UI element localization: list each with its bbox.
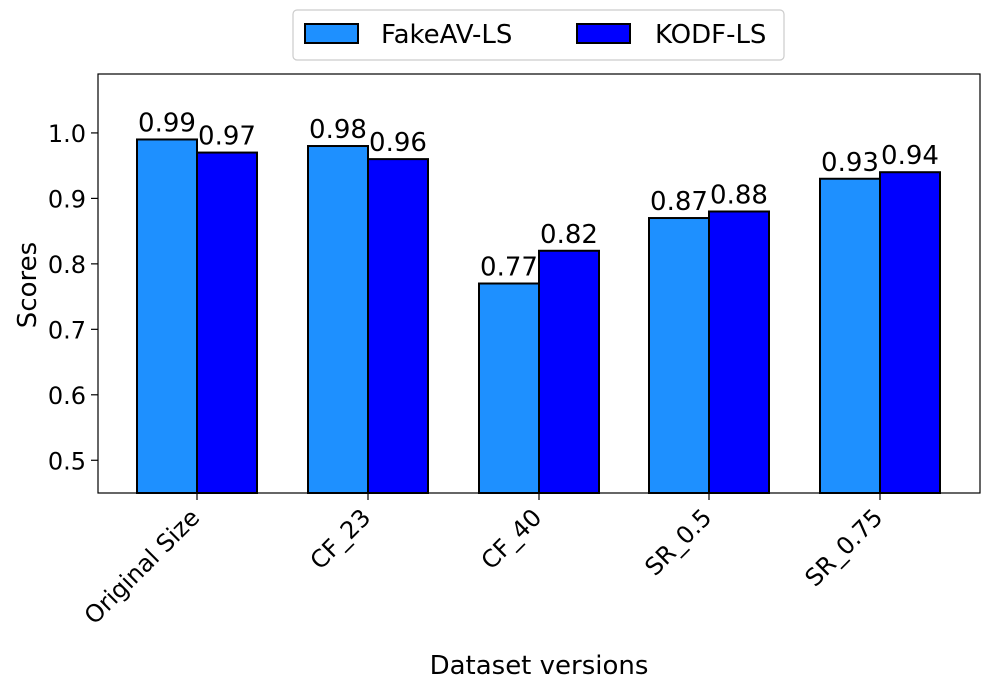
bar-fakeav-ls-cf-23 xyxy=(307,145,369,494)
data-label-kodf-ls-1: 0.96 xyxy=(369,128,427,158)
legend-label-kodf-ls: KODF-LS xyxy=(655,20,766,50)
x-axis-title: Dataset versions xyxy=(430,651,649,681)
data-label-kodf-ls-3: 0.88 xyxy=(710,180,768,210)
data-label-fakeav-ls-2: 0.77 xyxy=(480,253,538,283)
bar-fakeav-ls-original-size xyxy=(136,138,198,494)
bar-kodf-ls-sr-0-75 xyxy=(879,171,941,494)
y-tick-label: 0.8 xyxy=(48,251,86,279)
bar-fakeav-ls-sr-0-5 xyxy=(648,217,710,494)
data-label-fakeav-ls-3: 0.87 xyxy=(650,187,708,217)
y-tick-label: 0.6 xyxy=(48,382,86,410)
x-tick-label: Original Size xyxy=(79,503,205,629)
legend-swatch-fakeav-ls xyxy=(304,23,359,44)
bar-fakeav-ls-sr-0-75 xyxy=(819,177,881,494)
y-tick-label: 0.9 xyxy=(48,185,86,213)
bars-layer xyxy=(136,138,941,494)
x-tick-label: CF_23 xyxy=(305,503,376,574)
legend-box xyxy=(292,9,785,61)
y-axis-title: Scores xyxy=(13,242,43,328)
data-label-kodf-ls-4: 0.94 xyxy=(881,141,939,171)
data-label-kodf-ls-0: 0.97 xyxy=(198,122,256,152)
legend-swatch-kodf-ls xyxy=(576,23,631,44)
data-label-fakeav-ls-4: 0.93 xyxy=(821,148,879,178)
data-label-kodf-ls-2: 0.82 xyxy=(540,220,598,250)
x-tick-label: SR_0.75 xyxy=(800,503,889,592)
legend-label-fakeav-ls: FakeAV-LS xyxy=(381,20,512,50)
y-tick-label: 1.0 xyxy=(48,120,86,148)
bar-kodf-ls-cf-23 xyxy=(367,158,429,494)
bar-fakeav-ls-cf-40 xyxy=(478,282,540,494)
x-tick-label: SR_0.5 xyxy=(639,503,717,581)
bar-kodf-ls-cf-40 xyxy=(538,249,600,494)
legend: FakeAV-LS KODF-LS xyxy=(292,9,785,61)
bar-kodf-ls-original-size xyxy=(196,151,258,494)
bar-kodf-ls-sr-0-5 xyxy=(708,210,770,494)
data-label-fakeav-ls-0: 0.99 xyxy=(138,108,196,138)
data-labels-layer: 0.99 0.98 0.77 0.87 0.93 0.97 0.96 0.82 0.88 0.94 xyxy=(138,108,939,282)
data-label-fakeav-ls-1: 0.98 xyxy=(309,115,367,145)
y-tick-label: 0.5 xyxy=(48,447,86,475)
x-tick-label: CF_40 xyxy=(476,503,547,574)
y-tick-label: 0.7 xyxy=(48,316,86,344)
